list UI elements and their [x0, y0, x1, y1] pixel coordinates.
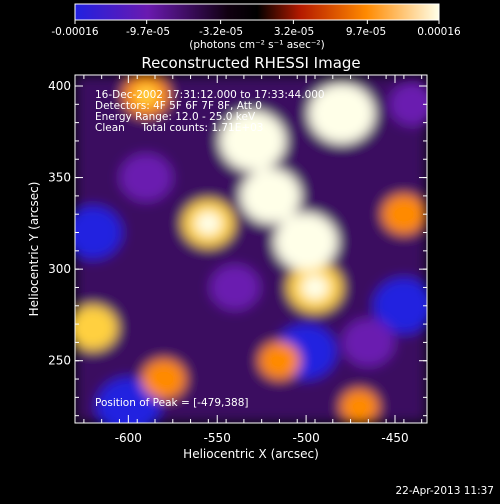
colorbar-tick-label: -0.00016	[51, 26, 99, 38]
heatmap-source	[258, 341, 301, 380]
axis-ticks	[75, 75, 427, 423]
colorbar-ticks	[74, 20, 440, 24]
heatmap-source	[119, 153, 173, 202]
heatmap-source-core	[290, 227, 322, 257]
energy-range-text: Energy Range: 12.0 - 25.0 keV	[95, 111, 256, 123]
clean-counts-text: Clean Total counts: 1.71E+03	[95, 122, 264, 134]
chart-title: Reconstructed RHESSI Image	[141, 54, 360, 72]
y-tick-label: 250	[48, 354, 71, 368]
plot-frame	[74, 74, 428, 424]
colorbar-tick-label: 0.00016	[417, 26, 461, 38]
x-tick-labels: -600 -550 -500 -450	[115, 431, 409, 445]
heatmap-source-core	[301, 274, 329, 300]
peak-position-text: Position of Peak = [-479,388]	[95, 397, 249, 409]
colorbar-tick-label: 3.2e-05	[274, 26, 314, 38]
heatmap-source-core	[195, 211, 222, 236]
y-axis-label: Heliocentric Y (arcsec)	[27, 182, 41, 317]
x-axis-label: Heliocentric X (arcsec)	[183, 447, 319, 461]
heatmap-source-core	[255, 182, 286, 210]
heatmap-source	[340, 389, 379, 423]
colorbar-bar	[74, 3, 440, 21]
heatmap-source	[381, 194, 426, 235]
heatmap-source-core	[80, 316, 106, 340]
heatmap-layer	[75, 75, 427, 423]
heatmap-source	[141, 359, 186, 400]
y-tick-label: 300	[48, 262, 71, 276]
x-tick-label: -500	[292, 431, 319, 445]
y-tick-label: 400	[48, 79, 71, 93]
heatmap-source	[342, 318, 395, 367]
colorbar-tick-label: -3.2e-05	[199, 26, 243, 38]
heatmap-source	[389, 83, 427, 126]
colorbar-tick-label: -9.7e-05	[126, 26, 170, 38]
x-tick-label: -600	[115, 431, 142, 445]
y-tick-labels: 250 300 350 400	[48, 79, 71, 368]
heatmap-source	[96, 377, 160, 423]
heatmap-source	[210, 264, 260, 310]
x-tick-label: -550	[204, 431, 231, 445]
heatmap-source	[75, 206, 122, 259]
colorbar-units: (photons cm⁻² s⁻¹ asec⁻²)	[189, 39, 324, 51]
colorbar-tick-label: 9.7e-05	[346, 26, 386, 38]
detectors-text: Detectors: 4F 5F 6F 7F 8F, Att 0	[95, 100, 262, 112]
heatmap-source-core	[325, 98, 359, 129]
heatmap-source	[373, 278, 427, 334]
x-tick-label: -450	[381, 431, 408, 445]
heatmap-source-core	[236, 125, 270, 156]
y-tick-label: 350	[48, 171, 71, 185]
time-range-text: 16-Dec-2002 17:31:12.000 to 17:33:44.000	[95, 89, 325, 101]
timestamp: 22-Apr-2013 11:37	[395, 485, 494, 497]
heatmap-source-core	[134, 84, 158, 106]
